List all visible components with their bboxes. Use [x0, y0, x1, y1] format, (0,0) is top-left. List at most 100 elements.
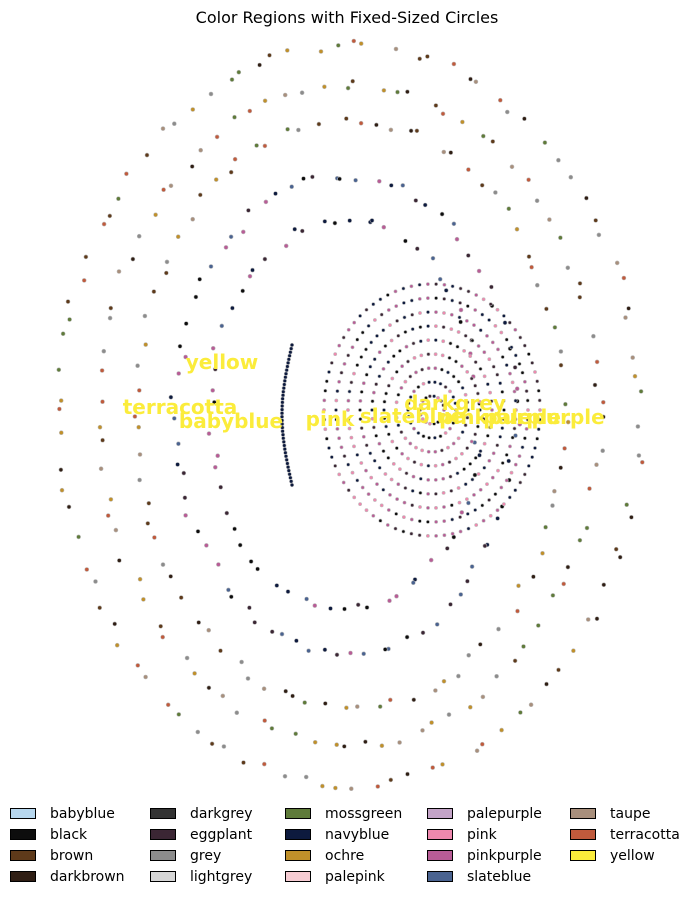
- scatter-point: [600, 448, 606, 454]
- scatter-point: [117, 558, 122, 563]
- scatter-point: [487, 318, 492, 322]
- scatter-point: [558, 349, 564, 354]
- scatter-point: [426, 352, 431, 357]
- scatter-point: [383, 344, 388, 348]
- scatter-point: [439, 211, 445, 217]
- scatter-point: [400, 183, 406, 188]
- scatter-point: [350, 78, 356, 84]
- scatter-point: [158, 623, 163, 629]
- scatter-point: [378, 297, 383, 302]
- scatter-point: [418, 412, 423, 417]
- scatter-point: [262, 718, 268, 723]
- scatter-point: [463, 333, 468, 338]
- scatter-point: [621, 275, 627, 281]
- scatter-point: [209, 741, 215, 747]
- scatter-point: [284, 457, 289, 463]
- scatter-point: [289, 184, 295, 189]
- scatter-point: [137, 576, 143, 582]
- scatter-point: [196, 620, 201, 625]
- scatter-point: [529, 264, 534, 270]
- scatter-point: [432, 435, 437, 440]
- scatter-point: [424, 420, 428, 425]
- scatter-point: [547, 217, 552, 222]
- scatter-point: [426, 324, 431, 329]
- scatter-point: [437, 276, 443, 282]
- scatter-point: [530, 455, 535, 460]
- scatter-point: [401, 286, 406, 291]
- scatter-point: [568, 174, 574, 180]
- scatter-point: [280, 396, 285, 401]
- scatter-point: [284, 368, 289, 373]
- region-label: slateblue: [360, 404, 464, 428]
- scatter-point: [450, 298, 455, 303]
- scatter-point: [458, 286, 463, 291]
- scatter-point: [434, 282, 439, 287]
- scatter-point: [403, 330, 408, 334]
- scatter-point: [460, 119, 465, 125]
- scatter-point: [408, 441, 413, 446]
- scatter-point: [478, 487, 483, 492]
- scatter-point: [397, 348, 402, 353]
- scatter-point: [465, 512, 470, 516]
- legend-label: palepink: [325, 868, 385, 885]
- scatter-point: [403, 436, 408, 441]
- scatter-point: [333, 463, 338, 468]
- region-label: pink: [306, 407, 355, 431]
- scatter-point: [458, 515, 463, 520]
- scatter-point: [177, 343, 183, 349]
- scatter-point: [447, 460, 452, 465]
- scatter-point: [400, 364, 405, 369]
- scatter-point: [448, 426, 452, 431]
- scatter-point: [502, 408, 506, 412]
- scatter-point: [402, 500, 407, 505]
- scatter-point: [536, 427, 541, 432]
- scatter-point: [518, 710, 523, 715]
- scatter-point: [301, 176, 306, 181]
- legend-item: brown: [10, 845, 93, 866]
- scatter-point: [397, 740, 402, 745]
- scatter-point: [493, 190, 498, 195]
- scatter-point: [414, 246, 420, 251]
- scatter-point: [459, 364, 464, 369]
- scatter-point: [432, 380, 437, 385]
- region-label: babyblue: [179, 409, 283, 433]
- scatter-point: [190, 107, 196, 112]
- scatter-point: [382, 399, 387, 404]
- scatter-point: [286, 357, 291, 362]
- scatter-point: [544, 681, 549, 687]
- scatter-point: [410, 488, 415, 493]
- scatter-point: [213, 366, 218, 372]
- scatter-point: [433, 477, 438, 482]
- scatter-point: [516, 583, 521, 589]
- scatter-point: [501, 313, 506, 318]
- scatter-point: [339, 370, 344, 375]
- legend-swatch: [285, 808, 311, 819]
- scatter-point: [371, 390, 376, 395]
- scatter-point: [101, 221, 107, 227]
- scatter-point: [636, 453, 642, 458]
- scatter-point: [178, 595, 184, 600]
- legend-item: palepurple: [427, 803, 542, 824]
- scatter-point: [101, 348, 107, 354]
- scatter-point: [577, 537, 583, 543]
- scatter-point: [93, 579, 98, 584]
- scatter-point: [296, 127, 301, 133]
- scatter-point: [377, 350, 382, 355]
- scatter-point: [485, 382, 490, 387]
- legend-swatch: [285, 829, 311, 840]
- scatter-point: [418, 403, 423, 408]
- scatter-point: [425, 54, 430, 59]
- scatter-point: [518, 335, 523, 340]
- scatter-point: [137, 388, 142, 393]
- scatter-point: [522, 116, 527, 121]
- scatter-point: [269, 726, 275, 731]
- scatter-point: [501, 502, 506, 507]
- scatter-point: [355, 363, 360, 368]
- scatter-point: [335, 43, 341, 48]
- scatter-point: [477, 399, 482, 404]
- scatter-point: [524, 426, 529, 431]
- scatter-point: [451, 395, 456, 399]
- scatter-point: [487, 498, 492, 502]
- scatter-point: [280, 400, 285, 405]
- scatter-point: [57, 406, 62, 412]
